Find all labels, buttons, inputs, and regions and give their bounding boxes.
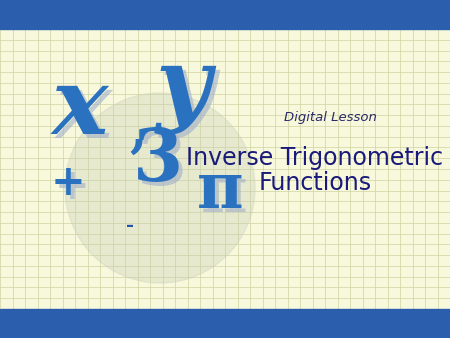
Bar	[0, 29, 450, 309]
Text: π: π	[197, 160, 243, 220]
Text: ,: ,	[129, 108, 147, 158]
Circle shape	[65, 93, 255, 283]
Text: π: π	[201, 164, 248, 224]
Text: 3: 3	[137, 128, 187, 199]
Text: +: +	[54, 166, 90, 208]
Bar	[0, 309, 450, 338]
Text: Functions: Functions	[258, 171, 372, 195]
Text: x: x	[56, 67, 112, 157]
Text: +: +	[50, 162, 86, 204]
Text: -: -	[126, 217, 134, 235]
Text: y: y	[156, 45, 211, 135]
Bar	[0, 0, 450, 29]
Text: Inverse Trigonometric: Inverse Trigonometric	[186, 146, 444, 170]
Text: x: x	[52, 63, 108, 153]
Text: Digital Lesson: Digital Lesson	[284, 112, 377, 124]
Text: 3: 3	[133, 124, 183, 195]
Text: y: y	[160, 49, 215, 139]
